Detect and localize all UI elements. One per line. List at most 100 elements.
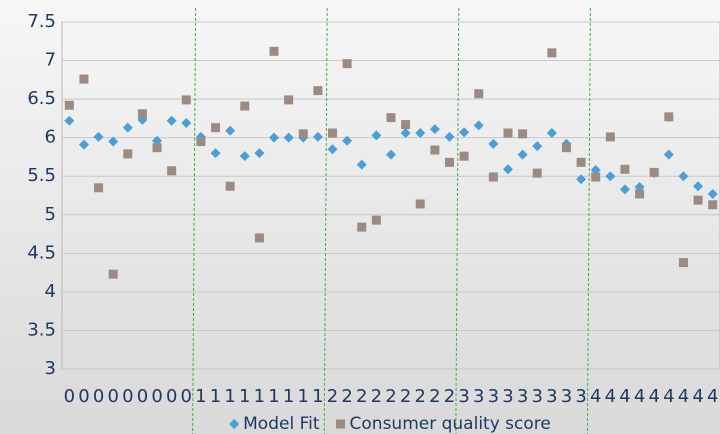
x-tick-label: 1: [195, 386, 206, 407]
x-tick-label: 1: [283, 386, 294, 407]
point: [488, 138, 499, 149]
point: [79, 74, 89, 84]
point: [240, 101, 250, 111]
point: [707, 188, 718, 199]
point: [342, 59, 352, 69]
x-tick-label: 2: [429, 386, 440, 407]
x-tick-label: 2: [385, 386, 396, 407]
y-tick-label: 5: [45, 204, 56, 225]
y-tick-label: 6: [45, 127, 56, 148]
point: [635, 189, 645, 199]
x-tick-label: 4: [663, 386, 674, 407]
x-tick-label: 3: [473, 386, 484, 407]
point: [312, 131, 323, 142]
point: [167, 166, 177, 176]
group-separator: [323, 7, 328, 434]
group-separator: [192, 7, 197, 434]
y-tick-label: 3: [45, 358, 56, 379]
point: [708, 200, 718, 210]
y-tick-label: 4: [45, 281, 56, 302]
x-tick-label: 4: [590, 386, 601, 407]
point: [664, 112, 674, 122]
x-tick-label: 2: [371, 386, 382, 407]
x-tick-label: 3: [561, 386, 572, 407]
x-tick-label: 2: [341, 386, 352, 407]
point: [196, 137, 206, 147]
x-tick-label: 2: [400, 386, 411, 407]
point: [678, 171, 689, 182]
x-tick-label: 0: [107, 386, 118, 407]
point: [649, 167, 659, 177]
legend-marker: [336, 419, 346, 429]
point: [473, 120, 484, 131]
x-tick-label: 4: [605, 386, 616, 407]
x-tick-label: 4: [634, 386, 645, 407]
point: [678, 258, 688, 268]
point: [415, 199, 425, 209]
x-tick-label: 4: [648, 386, 659, 407]
point: [561, 143, 571, 153]
x-tick-label: 1: [312, 386, 323, 407]
point: [400, 128, 411, 139]
y-tick-label: 7: [45, 50, 56, 71]
point: [93, 131, 104, 142]
point: [415, 128, 426, 139]
point: [459, 151, 469, 161]
x-tick-label: 1: [268, 386, 279, 407]
point: [386, 113, 396, 123]
group-separator: [455, 7, 460, 434]
point: [429, 124, 440, 135]
point: [532, 168, 542, 178]
point: [239, 151, 250, 162]
legend-label: Model Fit: [243, 414, 320, 434]
point: [386, 149, 396, 160]
point: [503, 128, 513, 138]
point: [225, 181, 235, 191]
point: [488, 172, 498, 182]
point: [546, 128, 557, 139]
x-tick-label: 0: [93, 386, 104, 407]
point: [605, 132, 615, 142]
point: [211, 123, 221, 133]
x-tick-label: 1: [239, 386, 250, 407]
x-tick-label: 1: [224, 386, 235, 407]
y-tick-label: 5.5: [27, 165, 56, 186]
x-tick-label: 4: [678, 386, 689, 407]
point: [401, 120, 411, 130]
point: [693, 181, 704, 192]
point: [64, 100, 74, 110]
point: [78, 139, 89, 150]
x-tick-label: 2: [444, 386, 455, 407]
point: [444, 157, 454, 167]
point: [269, 46, 279, 56]
x-tick-label: 3: [575, 386, 586, 407]
point: [356, 159, 367, 170]
point: [371, 215, 381, 225]
y-tick-label: 3.5: [27, 319, 56, 340]
point: [357, 222, 367, 232]
x-tick-label: 3: [502, 386, 513, 407]
y-tick-label: 6.5: [27, 88, 56, 109]
point: [517, 149, 528, 160]
point: [620, 164, 630, 174]
point: [284, 95, 294, 105]
point: [123, 149, 133, 159]
point: [591, 172, 601, 182]
point: [137, 109, 147, 119]
point: [254, 148, 265, 159]
point: [298, 129, 308, 139]
point: [181, 95, 191, 105]
point: [430, 145, 440, 155]
point: [152, 143, 162, 153]
x-tick-label: 0: [151, 386, 162, 407]
point: [502, 164, 513, 175]
point: [94, 183, 104, 193]
x-tick-label: 4: [707, 386, 718, 407]
x-tick-label: 1: [210, 386, 221, 407]
point: [328, 128, 338, 138]
point: [283, 132, 294, 143]
x-tick-label: 0: [64, 386, 75, 407]
point: [619, 184, 630, 195]
